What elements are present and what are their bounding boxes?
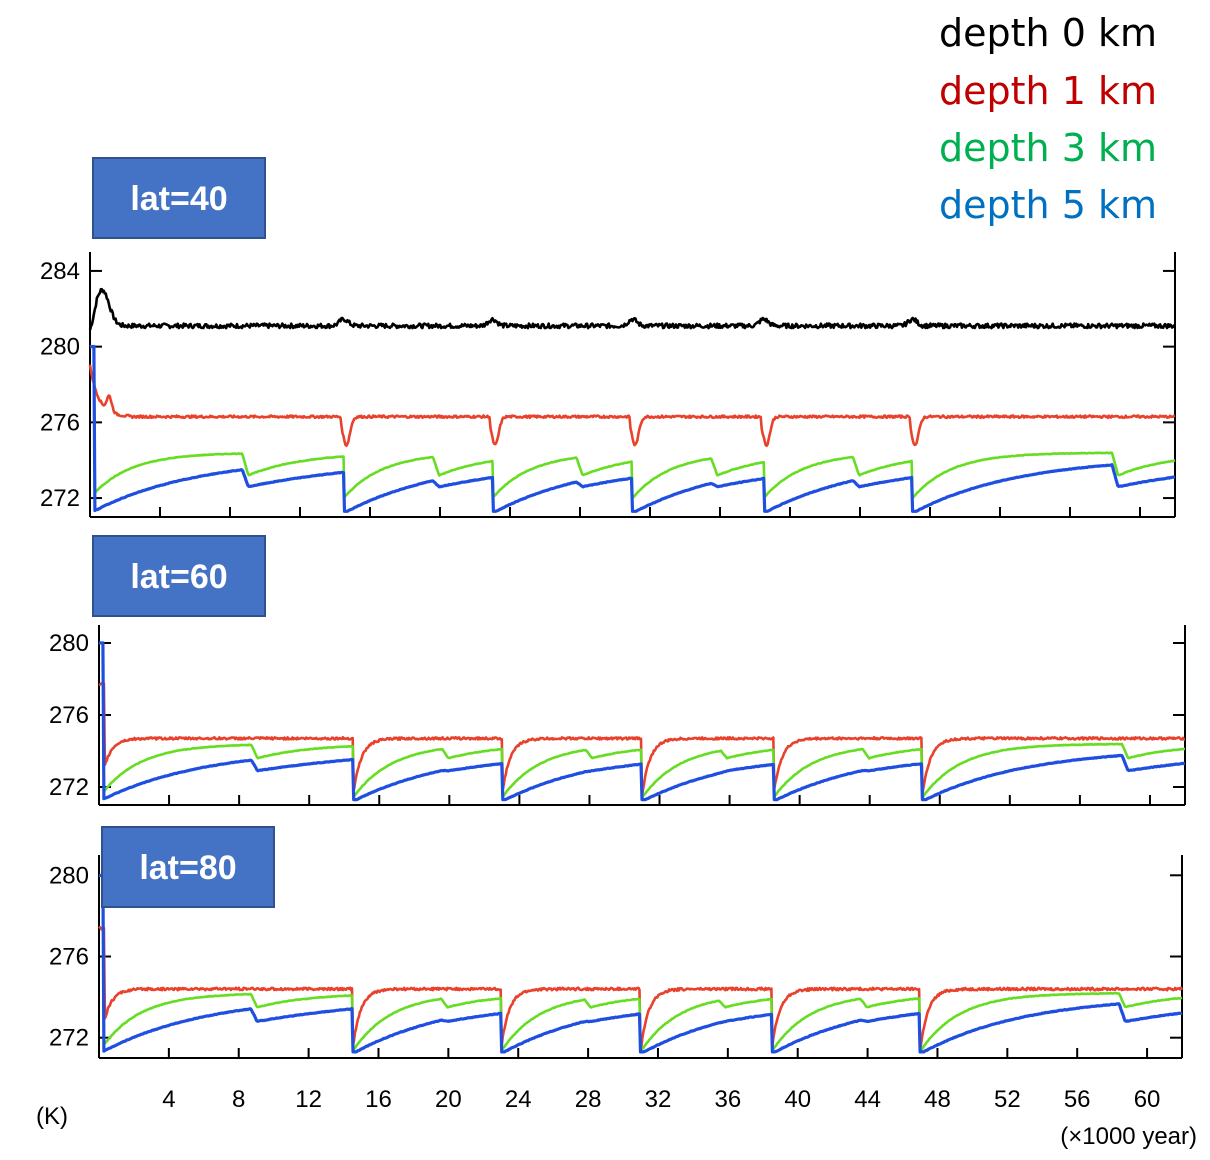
- x-tick-label-8: 8: [232, 1086, 245, 1113]
- y-tick-label-272: 272: [40, 485, 80, 512]
- series-depth-3-km-lat-40: [90, 347, 1175, 499]
- x-tick-label-60: 60: [1134, 1086, 1161, 1113]
- x-tick-label-24: 24: [505, 1086, 532, 1113]
- y-tick-label-280: 280: [40, 334, 80, 361]
- badge-lat-60: lat=60: [93, 536, 265, 616]
- x-tick-label-20: 20: [435, 1086, 462, 1113]
- legend-entry-depth-1: depth 1 km: [939, 69, 1157, 113]
- panel-lat-40: 272 276 280 284: [40, 252, 1175, 517]
- y-tick-label-276: 276: [40, 409, 80, 436]
- y-tick-label-272: 272: [49, 1025, 89, 1052]
- x-tick-label-40: 40: [784, 1086, 811, 1113]
- x-tick-label-52: 52: [994, 1086, 1021, 1113]
- legend-entry-depth-5: depth 5 km: [939, 183, 1157, 227]
- badge-label: lat=80: [139, 849, 236, 887]
- panels: 272 276 280 284 272 276 280 272 276 280: [40, 252, 1185, 1058]
- x-tick-label-44: 44: [854, 1086, 881, 1113]
- y-tick-label-284: 284: [40, 258, 80, 285]
- x-unit-label: (×1000 year): [1060, 1123, 1197, 1150]
- x-tick-label-36: 36: [714, 1086, 741, 1113]
- panel-lat-60: 272 276 280: [49, 625, 1185, 805]
- legend-entry-depth-3: depth 3 km: [939, 126, 1157, 170]
- y-tick-label-280: 280: [49, 862, 89, 889]
- x-tick-label-32: 32: [645, 1086, 672, 1113]
- series-depth-0-km-lat-40: [90, 289, 1175, 330]
- y-tick-label-276: 276: [49, 944, 89, 971]
- x-tick-label-56: 56: [1064, 1086, 1091, 1113]
- badge-label: lat=60: [130, 558, 227, 596]
- x-tick-label-12: 12: [295, 1086, 322, 1113]
- badge-lat-80: lat=80: [102, 827, 274, 907]
- x-tick-label-16: 16: [365, 1086, 392, 1113]
- series-depth-5-km-lat-40: [90, 347, 1175, 512]
- x-tick-label-48: 48: [924, 1086, 951, 1113]
- badge-label: lat=40: [130, 180, 227, 218]
- y-unit-label: (K): [36, 1103, 68, 1130]
- y-tick-label-276: 276: [49, 702, 89, 729]
- x-tick-label-4: 4: [162, 1086, 175, 1113]
- legend: depth 0 km depth 1 km depth 3 km depth 5…: [939, 11, 1157, 227]
- y-tick-label-280: 280: [49, 630, 89, 657]
- y-tick-label-272: 272: [49, 774, 89, 801]
- badge-lat-40: lat=40: [93, 158, 265, 238]
- series-depth-5-km-lat-60: [99, 643, 1185, 800]
- legend-entry-depth-0: depth 0 km: [939, 11, 1157, 55]
- series-depth-1-km-lat-40: [90, 365, 1175, 446]
- x-tick-label-28: 28: [575, 1086, 602, 1113]
